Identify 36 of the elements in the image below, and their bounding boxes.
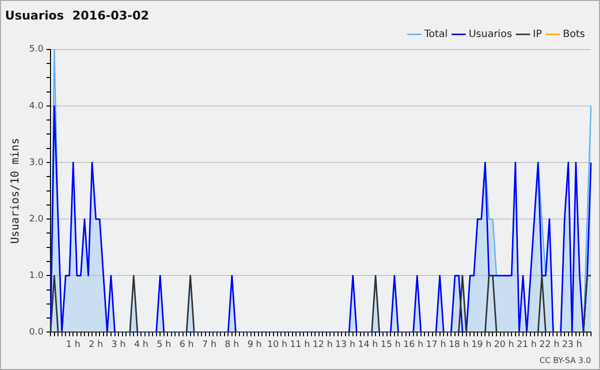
x-tick-label: 23 h xyxy=(562,340,582,350)
y-tick-label: 1.0 xyxy=(29,270,44,281)
x-tick-label: 1 h xyxy=(66,340,80,350)
x-tick-label: 2 h xyxy=(88,340,104,350)
x-tick-label: 18 h xyxy=(448,340,469,350)
legend-label: IP xyxy=(532,28,542,40)
legend-label: Bots xyxy=(562,28,585,40)
x-tick-label: 3 h xyxy=(111,340,126,350)
x-tick-label: 5 h xyxy=(156,340,172,350)
y-axis-title: Usuarios/10 mins xyxy=(8,138,22,244)
x-tick-label: 7 h xyxy=(202,340,216,350)
x-tick-label: 14 h xyxy=(358,340,378,350)
x-tick-label: 15 h xyxy=(380,340,401,350)
x-tick-label: 10 h xyxy=(267,340,288,350)
chart-title: Usuarios 2016-03-02 xyxy=(5,8,150,22)
x-tick-label: 16 h xyxy=(403,340,424,350)
x-tick-label: 20 h xyxy=(494,340,514,350)
x-tick-label: 8 h xyxy=(224,340,240,350)
y-tick-label: 2.0 xyxy=(29,214,44,224)
x-tick-label: 11 h xyxy=(290,340,310,350)
x-tick-label: 12 h xyxy=(312,340,333,350)
y-tick-label: 5.0 xyxy=(29,44,44,55)
legend-label: Total xyxy=(423,28,448,40)
x-tick-label: 19 h xyxy=(471,340,492,350)
x-tick-label: 6 h xyxy=(179,340,194,350)
x-tick-label: 21 h xyxy=(516,340,537,350)
x-tick-label: 13 h xyxy=(335,340,356,350)
y-tick-label: 3.0 xyxy=(29,158,44,168)
x-tick-label: 22 h xyxy=(539,340,560,350)
x-tick-label: 9 h xyxy=(247,340,262,350)
x-tick-label: 17 h xyxy=(426,340,446,350)
x-tick-label: 4 h xyxy=(134,340,148,350)
text: CC BY-SA 3.0 xyxy=(539,356,591,365)
y-tick-label: 0.0 xyxy=(29,328,44,338)
y-tick-label: 4.0 xyxy=(29,101,44,112)
legend-label: Usuarios xyxy=(468,28,512,40)
